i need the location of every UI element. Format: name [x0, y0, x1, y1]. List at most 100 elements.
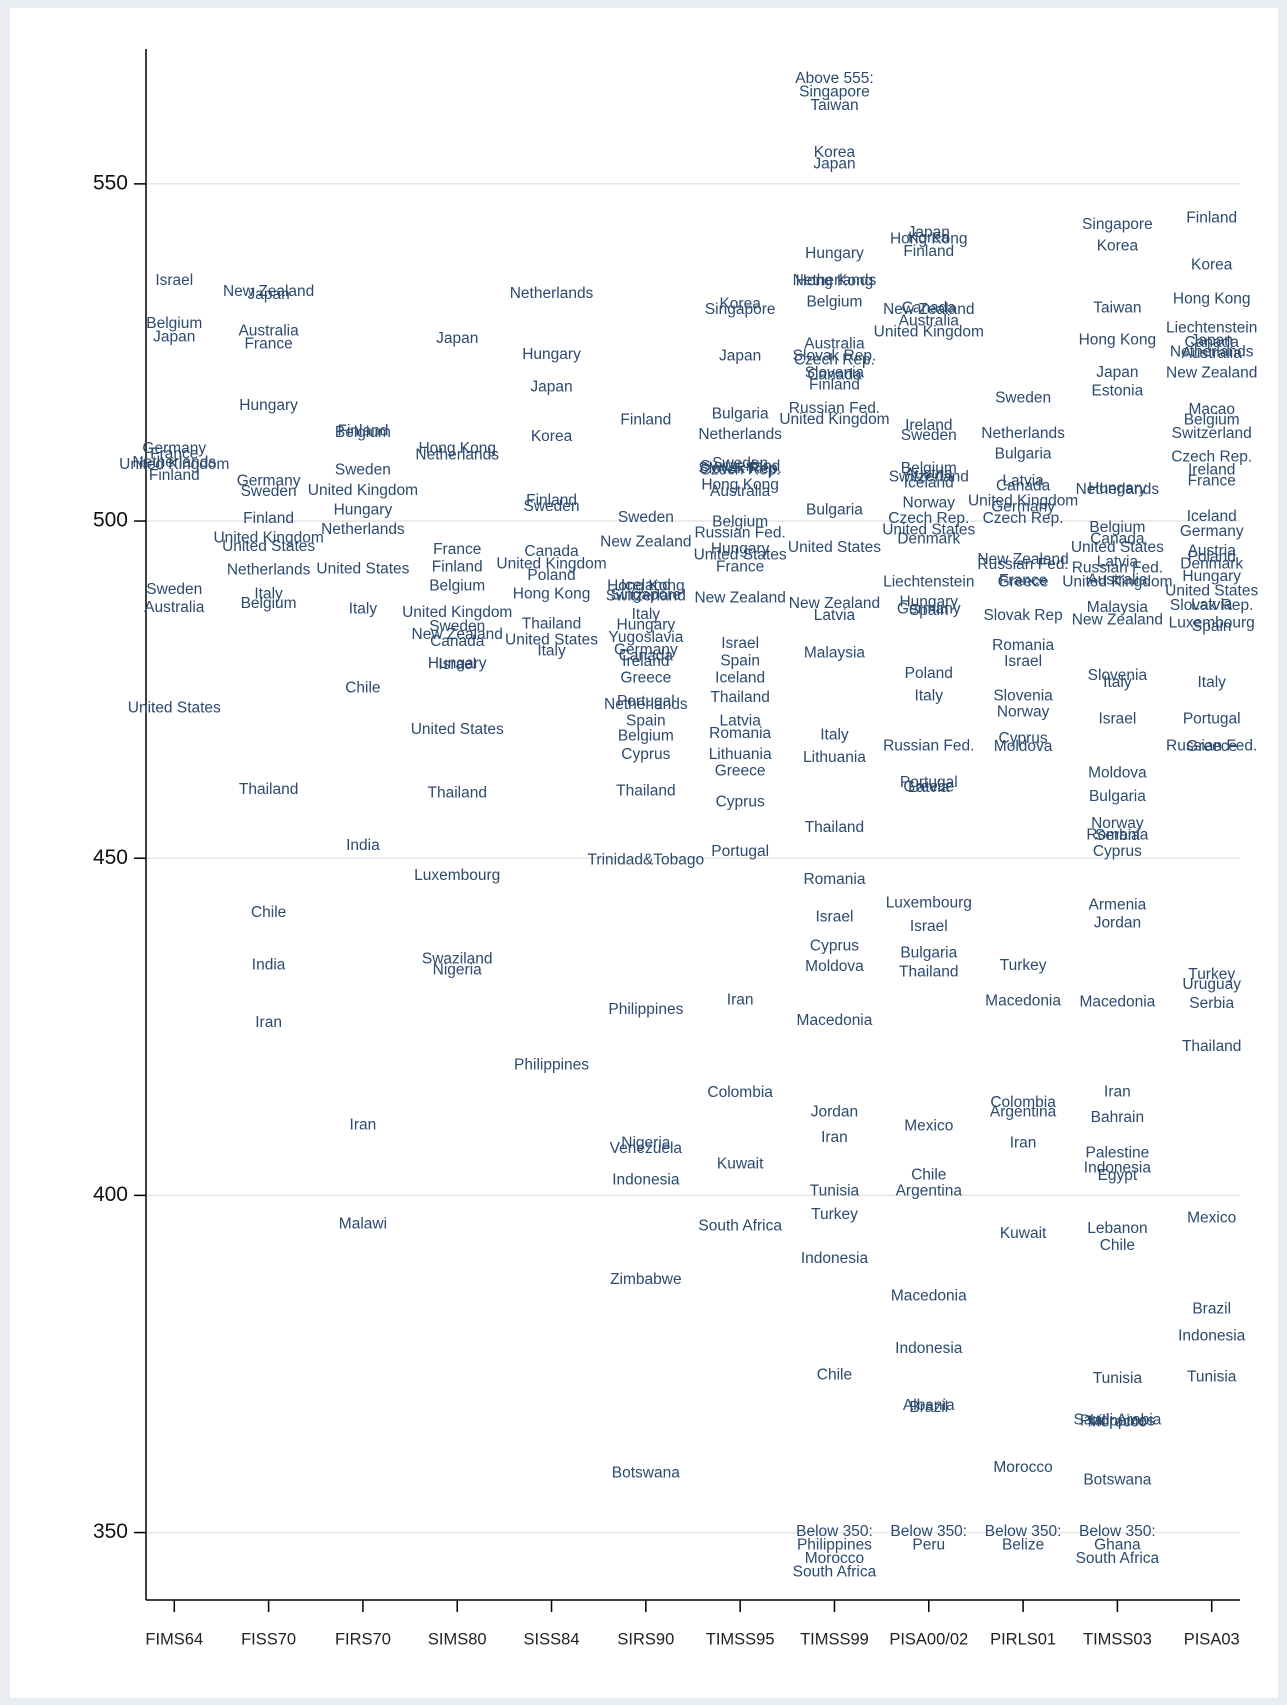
country-label: Japan [908, 224, 950, 241]
country-label: Iran [1104, 1083, 1131, 1100]
country-label: Russian Fed. [694, 524, 785, 541]
y-tick-label: 350 [93, 1520, 128, 1543]
annotation: South Africa [1076, 1550, 1160, 1567]
country-label: Iceland [715, 669, 765, 686]
country-label: Italy [537, 642, 566, 659]
country-label: Slovenia [993, 687, 1053, 704]
country-label: Serbia [1189, 995, 1234, 1012]
country-label: Australia [1087, 571, 1148, 588]
x-tick-label: FIMS64 [145, 1630, 203, 1648]
country-label: United Kingdom [1062, 574, 1172, 591]
country-label: Israel [1098, 710, 1136, 727]
country-label: Sweden [241, 483, 297, 500]
country-label: Argentina [896, 1182, 963, 1199]
country-label: Mexico [1187, 1209, 1236, 1226]
country-label: Bulgaria [806, 501, 863, 518]
country-label: India [346, 837, 380, 854]
country-label: Iceland [1187, 508, 1237, 525]
country-label: Zimbabwe [610, 1271, 682, 1288]
country-label: Indonesia [612, 1172, 680, 1189]
country-label: Italy [915, 687, 944, 704]
country-label: Korea [531, 428, 573, 445]
country-label: Philippines [1080, 1412, 1155, 1429]
country-label: United States [316, 561, 409, 578]
country-label: France [1188, 472, 1236, 489]
country-label: Hungary [899, 594, 958, 611]
country-label: Finland [1186, 209, 1237, 226]
country-label: Korea [1097, 238, 1139, 255]
country-label: United States [788, 539, 881, 556]
country-label: Portugal [711, 843, 769, 860]
country-label: Netherlands [981, 425, 1065, 442]
country-label: Chile [345, 679, 380, 696]
annotation: Morocco [805, 1550, 864, 1567]
country-label: Slovak Rep. [698, 460, 782, 477]
country-label: New Zealand [1072, 611, 1163, 628]
country-label: Iran [727, 992, 754, 1009]
country-label: Moldova [1088, 764, 1147, 781]
country-label: Germany [142, 440, 206, 457]
country-label: Venezuela [610, 1140, 683, 1157]
country-label: Morocco [1088, 1414, 1147, 1431]
country-label: Lithuania [803, 749, 866, 766]
country-label: Singapore [611, 586, 682, 603]
country-label: Japan [530, 379, 572, 396]
country-label: New Zealand [977, 551, 1068, 568]
country-label: Switzerland [606, 588, 686, 605]
country-label: Belgium [901, 460, 957, 477]
country-label: Kuwait [717, 1155, 764, 1172]
country-label: Cyprus [810, 938, 859, 955]
country-label: Thailand [710, 689, 769, 706]
country-label: Netherlands [133, 454, 217, 471]
country-label: Philippines [608, 1001, 683, 1018]
country-label: Thailand [522, 615, 581, 632]
annotation: Below 350: [890, 1523, 967, 1540]
country-label: Israel [155, 272, 193, 289]
country-label: Romania [709, 725, 771, 742]
country-label: United States [128, 700, 221, 717]
country-label: Indonesia [1084, 1160, 1152, 1177]
country-label: Finland [620, 412, 671, 429]
x-tick-label: PIRLS01 [990, 1630, 1056, 1648]
country-label: Japan [1191, 332, 1233, 349]
country-label: Malaysia [804, 644, 866, 661]
country-label: Netherlands [510, 285, 594, 302]
country-label: Hungary [805, 245, 864, 262]
country-label: Portugal [617, 693, 675, 710]
annotation: South Africa [793, 1564, 877, 1581]
x-tick-label: TIMSS95 [706, 1630, 775, 1648]
country-label: Serbia [1095, 827, 1140, 844]
x-tick-label: SIRS90 [617, 1630, 674, 1648]
country-label: Macedonia [1079, 994, 1155, 1011]
country-label: Australia [238, 323, 299, 340]
country-label: Bahrain [1091, 1109, 1144, 1126]
country-label: Singapore [1082, 216, 1153, 233]
country-label: Macedonia [797, 1012, 873, 1029]
country-label: Belgium [1089, 519, 1145, 536]
country-label: Sweden [524, 498, 580, 515]
country-label: Japan [153, 329, 195, 346]
country-label: Thailand [899, 963, 958, 980]
country-label: United Kingdom [119, 456, 229, 473]
country-label: Switzerland [889, 468, 969, 485]
country-label: Hong Kong [890, 230, 968, 247]
country-label: Romania [1086, 826, 1148, 843]
country-label: Brazil [1192, 1300, 1231, 1317]
country-label: Russian Fed. [1072, 559, 1163, 576]
x-tick-label: TIMSS03 [1083, 1630, 1152, 1648]
country-label: Indonesia [801, 1250, 869, 1267]
country-label: Finland [809, 377, 860, 394]
country-label: Turkey [811, 1206, 858, 1223]
annotation: Below 350: [1079, 1523, 1156, 1540]
country-label: Czech Rep. [888, 510, 969, 527]
country-label: Romania [803, 871, 865, 888]
country-label: Greece [903, 779, 954, 796]
country-label: Australia [899, 313, 960, 330]
country-label: Malawi [339, 1215, 387, 1232]
country-label: Russian Fed. [883, 737, 974, 754]
country-label: Belgium [1184, 412, 1240, 429]
country-label: Romania [992, 637, 1054, 654]
country-label: Austria [1188, 542, 1237, 559]
country-label: Portugal [900, 774, 958, 791]
